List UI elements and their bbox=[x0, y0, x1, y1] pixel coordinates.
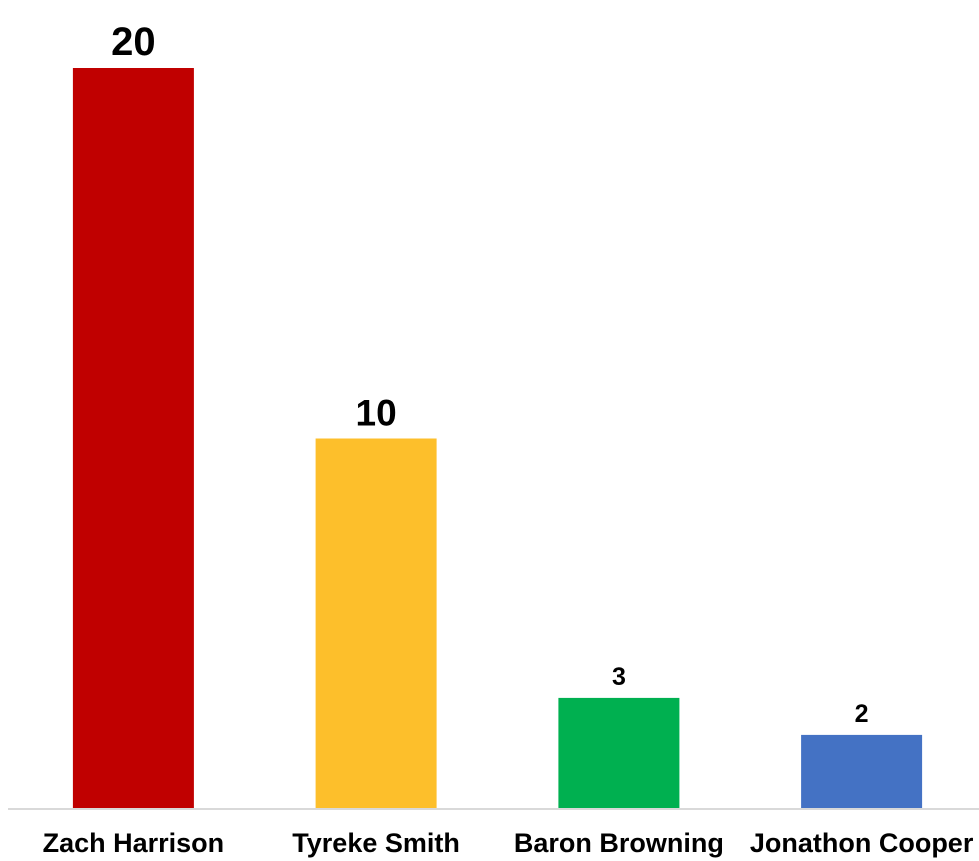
bars-group bbox=[72, 68, 923, 809]
data-label: 3 bbox=[612, 663, 626, 691]
data-label: 10 bbox=[356, 393, 397, 434]
bar-jonathon-cooper bbox=[801, 734, 923, 809]
data-label: 20 bbox=[111, 20, 156, 64]
x-tick-label: Jonathon Cooper bbox=[750, 828, 974, 858]
labels-group: 20 Zach Harrison 10 Tyreke Smith 3 Baron Brow… bbox=[43, 20, 974, 858]
bar-tyreke-smith bbox=[315, 438, 437, 809]
bar-zach-harrison bbox=[72, 68, 194, 809]
bar-baron-browning bbox=[558, 697, 680, 809]
x-tick-label: Tyreke Smith bbox=[292, 828, 460, 858]
x-tick-label: Baron Browning bbox=[514, 828, 724, 858]
data-label: 2 bbox=[855, 700, 869, 728]
x-tick-label: Zach Harrison bbox=[43, 828, 225, 858]
